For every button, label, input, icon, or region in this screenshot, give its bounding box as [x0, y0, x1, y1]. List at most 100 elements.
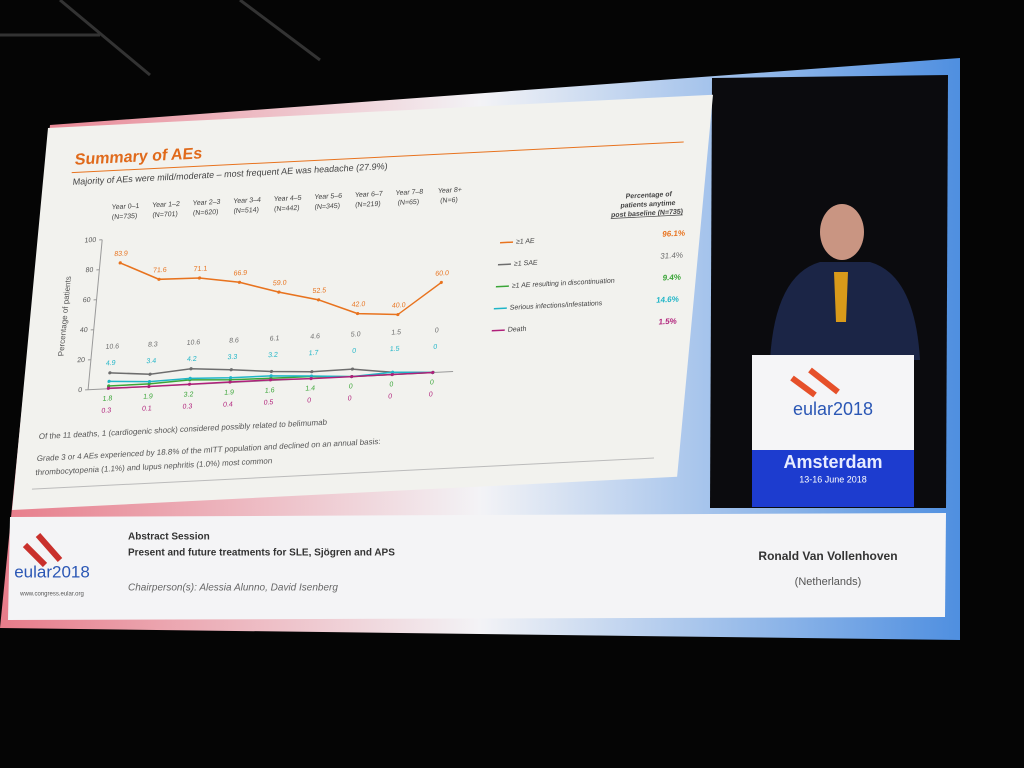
- podium-band: [752, 450, 914, 507]
- data-label: 0.5: [263, 399, 273, 406]
- data-label: 0: [430, 379, 435, 386]
- x-category: Year 5–6: [314, 193, 342, 201]
- y-tick-label: 100: [84, 237, 96, 245]
- legend-overall: 96.1%: [662, 229, 686, 239]
- point: [356, 311, 360, 316]
- data-label: 3.2: [268, 352, 278, 359]
- x-category: Year 4–5: [273, 195, 301, 203]
- point: [148, 372, 152, 376]
- chairs: Chairperson(s): Alessia Alunno, David Is…: [128, 583, 338, 594]
- y-tick-label: 0: [78, 387, 83, 394]
- legend-label: Serious infections/infestations: [509, 300, 602, 312]
- x-category-count: (N=514): [233, 207, 259, 215]
- data-label: 0: [389, 381, 394, 388]
- data-label: 5.0: [350, 331, 360, 338]
- data-label: 83.9: [114, 250, 128, 258]
- legend-label: Death: [507, 326, 526, 334]
- country: (Netherlands): [795, 576, 862, 588]
- point: [396, 312, 400, 317]
- legend-overall: 1.5%: [658, 317, 677, 327]
- data-label: 0.3: [101, 407, 111, 414]
- point: [269, 378, 273, 382]
- point: [277, 290, 281, 294]
- x-category: Year 7–8: [395, 189, 423, 197]
- data-label: 8.6: [229, 337, 239, 344]
- y-tick-label: 20: [77, 357, 86, 364]
- presenter: [770, 204, 920, 360]
- point: [316, 298, 321, 302]
- point: [228, 380, 232, 384]
- data-label: 10.6: [105, 343, 119, 351]
- data-label: 59.0: [273, 280, 287, 288]
- point: [107, 379, 111, 383]
- point: [107, 384, 111, 388]
- point: [309, 374, 313, 378]
- legend-header: Percentage of: [625, 191, 672, 200]
- data-label: 0: [352, 348, 357, 355]
- point: [188, 376, 192, 380]
- point: [350, 374, 354, 379]
- point: [228, 376, 233, 380]
- point: [390, 370, 395, 374]
- legend-swatch: [497, 263, 512, 266]
- data-label: 4.6: [310, 333, 320, 340]
- point: [189, 367, 193, 371]
- point: [350, 367, 355, 371]
- point: [310, 370, 314, 374]
- banner-logo-mark: [22, 533, 63, 568]
- podium-logo-mark: [790, 367, 840, 398]
- legend-label: ≥1 SAE: [514, 260, 539, 268]
- data-label: 0: [433, 344, 438, 351]
- data-label: 1.8: [102, 395, 112, 402]
- point: [197, 276, 202, 280]
- ceiling-truss: [0, 0, 321, 77]
- data-label: 10.6: [186, 339, 200, 347]
- data-label: 3.2: [183, 391, 193, 398]
- x-category-count: (N=345): [314, 203, 340, 211]
- point: [108, 371, 112, 375]
- data-label: 1.5: [391, 329, 401, 336]
- slide: Summary of AEs Majority of AEs were mild…: [12, 94, 713, 510]
- data-label: 0.4: [223, 401, 233, 408]
- slide-panel: [12, 94, 713, 510]
- data-label: 66.9: [233, 270, 247, 278]
- x-category: Year 0–1: [111, 203, 139, 211]
- y-tick-label: 80: [85, 267, 94, 274]
- point: [106, 386, 111, 390]
- point: [431, 370, 435, 375]
- data-label: 0: [348, 383, 353, 390]
- point: [157, 277, 161, 281]
- data-label: 1.9: [143, 393, 153, 400]
- data-label: 40.0: [392, 302, 406, 310]
- data-label: 1.7: [308, 350, 318, 357]
- data-label: 4.2: [187, 356, 197, 363]
- data-label: 42.0: [351, 301, 365, 309]
- point: [118, 261, 122, 265]
- point: [439, 280, 443, 285]
- point: [390, 372, 394, 377]
- point: [237, 280, 242, 284]
- legend-header: post baseline (N=735): [611, 209, 684, 220]
- legend-header: patients anytime: [620, 200, 676, 210]
- legend-swatch: [493, 307, 507, 310]
- y-tick-label: 40: [80, 327, 89, 334]
- x-category: Year 2–3: [192, 199, 220, 207]
- data-label: 1.6: [264, 387, 274, 394]
- point: [147, 382, 151, 386]
- data-label: 0: [388, 393, 393, 400]
- podium-city: Amsterdam: [783, 452, 882, 472]
- x-category-count: (N=65): [397, 199, 419, 207]
- legend-swatch: [495, 285, 509, 288]
- x-category: Year 1–2: [152, 201, 180, 209]
- y-axis: [87, 239, 103, 390]
- point: [187, 382, 192, 386]
- point: [269, 369, 274, 374]
- banner-url: www.congress.eular.org: [19, 592, 84, 598]
- x-category-count: (N=620): [193, 209, 219, 217]
- speaker: Ronald Van Vollenhoven: [758, 549, 897, 563]
- banner-logo: eular2018: [14, 562, 90, 581]
- data-label: 8.3: [148, 341, 158, 348]
- data-label: 71.6: [153, 267, 167, 275]
